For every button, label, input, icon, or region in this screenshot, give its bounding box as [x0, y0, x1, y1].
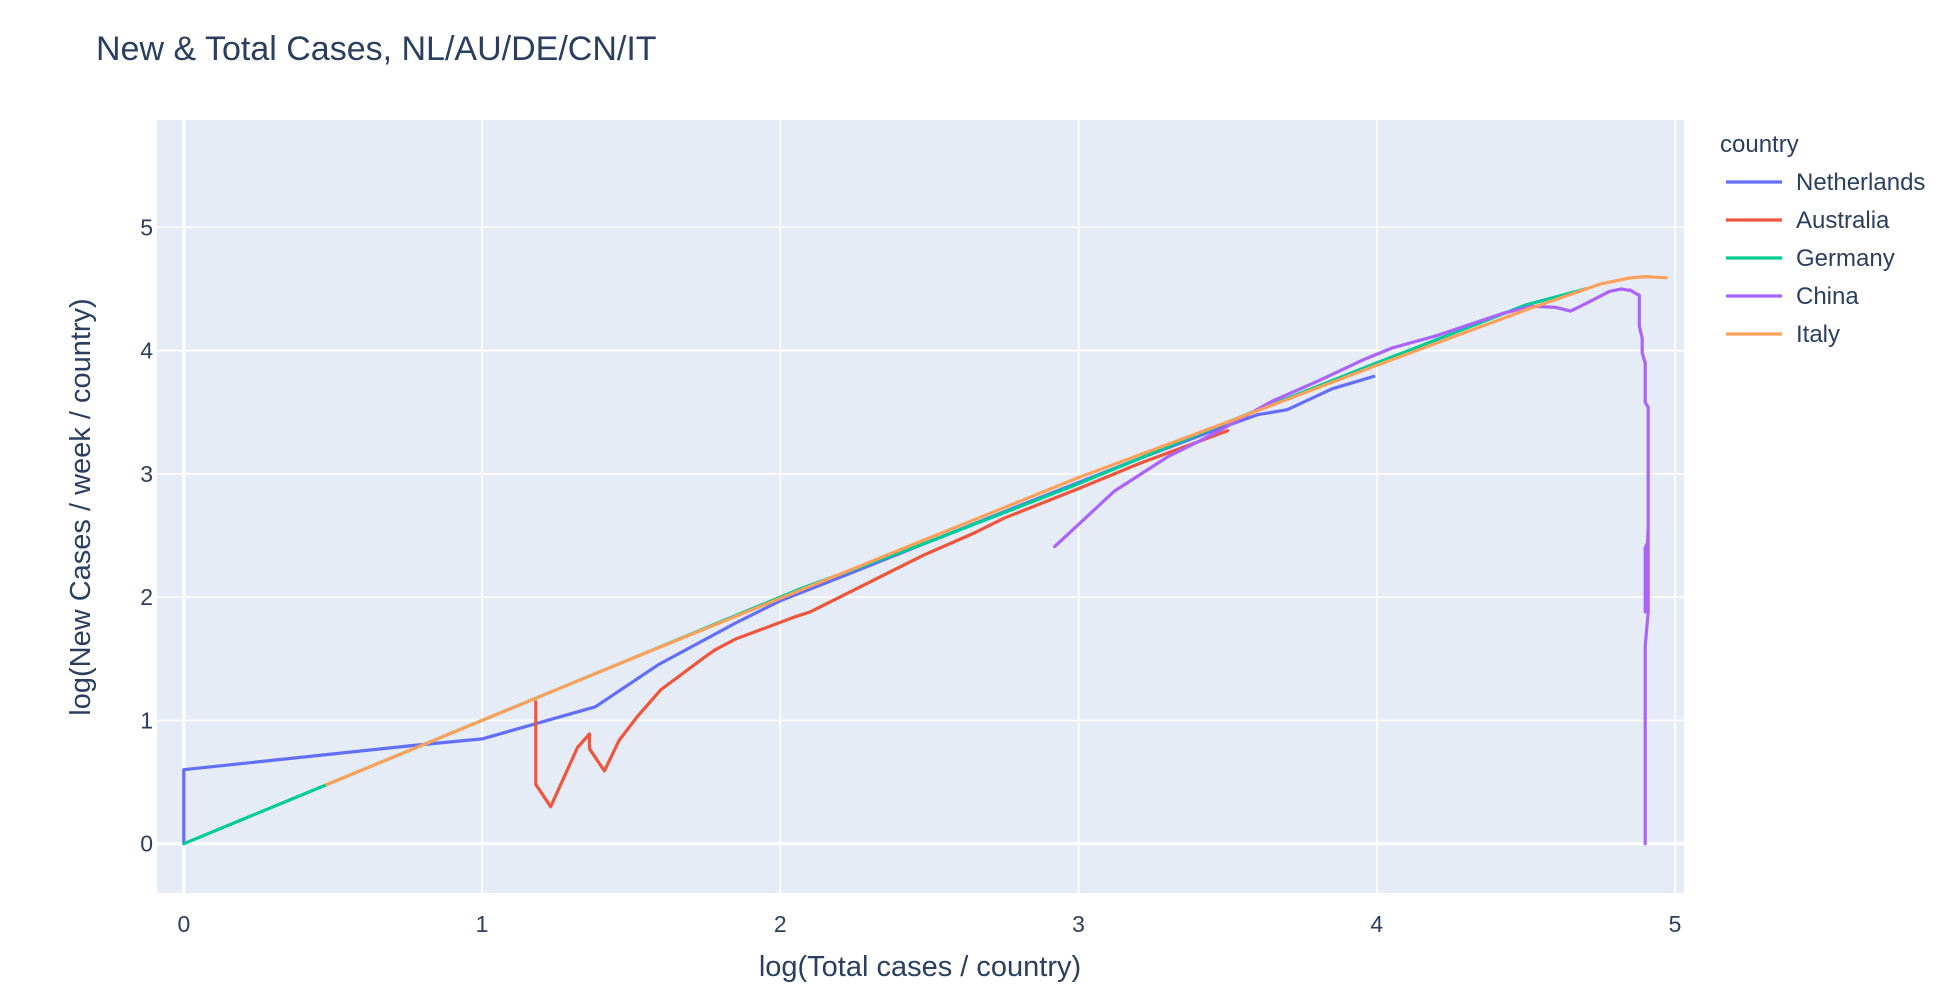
legend-label: China: [1796, 283, 1859, 310]
x-tick-label: 5: [1669, 911, 1682, 937]
legend-item-china[interactable]: China: [1726, 283, 1859, 310]
legend[interactable]: country Netherlands Australia Germany China…: [1720, 131, 1925, 348]
plot-area: [157, 120, 1684, 893]
y-axis-ticks: 0 1 2 3 4 5: [140, 214, 153, 856]
legend-label: Australia: [1796, 207, 1890, 234]
x-tick-label: 1: [476, 911, 489, 937]
legend-item-italy[interactable]: Italy: [1726, 321, 1840, 348]
series-line-italy[interactable]: [325, 275, 1668, 787]
y-tick-label: 5: [140, 214, 153, 240]
x-tick-label: 2: [774, 911, 787, 937]
y-tick-label: 1: [140, 707, 153, 733]
chart-title: New & Total Cases, NL/AU/DE/CN/IT: [96, 30, 657, 68]
legend-title: country: [1720, 131, 1799, 158]
series-line-australia[interactable]: [534, 429, 1230, 809]
legend-item-netherlands[interactable]: Netherlands: [1726, 169, 1925, 196]
y-tick-label: 3: [140, 461, 153, 487]
legend-item-germany[interactable]: Germany: [1726, 245, 1895, 272]
x-tick-label: 0: [177, 911, 190, 937]
x-axis-title: log(Total cases / country): [759, 951, 1081, 983]
x-axis-ticks: 0 1 2 3 4 5: [177, 911, 1681, 937]
y-tick-label: 0: [140, 831, 153, 857]
y-tick-label: 2: [140, 584, 153, 610]
legend-items[interactable]: Netherlands Australia Germany China Italy: [1726, 169, 1925, 348]
legend-label: Netherlands: [1796, 169, 1925, 196]
x-tick-label: 4: [1370, 911, 1383, 937]
series-layer: [182, 275, 1668, 846]
grid: [157, 120, 1684, 893]
y-axis-title: log(New Cases / week / country): [65, 298, 97, 715]
legend-label: Italy: [1796, 321, 1840, 348]
series-line-china[interactable]: [1053, 287, 1650, 846]
legend-label: Germany: [1796, 245, 1895, 272]
y-tick-label: 4: [140, 338, 153, 364]
legend-item-australia[interactable]: Australia: [1726, 207, 1890, 234]
x-tick-label: 3: [1072, 911, 1085, 937]
